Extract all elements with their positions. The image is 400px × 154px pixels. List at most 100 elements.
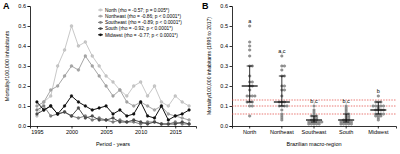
series-marker bbox=[91, 65, 94, 68]
plot-area bbox=[232, 25, 396, 126]
series-marker bbox=[56, 113, 59, 116]
series-marker bbox=[112, 113, 115, 116]
y-tick-label: 0.6 bbox=[220, 3, 228, 9]
series-marker bbox=[174, 95, 177, 98]
dot bbox=[345, 111, 348, 114]
series-marker bbox=[174, 115, 177, 118]
dot bbox=[377, 95, 380, 98]
series-marker bbox=[160, 101, 163, 104]
legend-label: Northeast (rho = -0.86; p < 0.0001*) bbox=[105, 14, 181, 19]
series-marker bbox=[70, 115, 73, 118]
dot bbox=[315, 123, 318, 126]
series-marker bbox=[174, 115, 177, 118]
series-line bbox=[37, 56, 189, 120]
series-marker bbox=[77, 69, 80, 72]
dot bbox=[281, 55, 284, 58]
series-marker bbox=[146, 95, 149, 98]
series-marker bbox=[91, 119, 94, 122]
x-tick-label: Southeast bbox=[302, 129, 327, 135]
figure: A0.00.10.20.30.40.50.6199520002005201020… bbox=[0, 0, 400, 154]
series-marker bbox=[77, 101, 80, 104]
x-tick: Midwest bbox=[368, 126, 389, 135]
legend-marker bbox=[99, 33, 102, 36]
series-marker bbox=[181, 113, 184, 116]
dot bbox=[283, 89, 286, 92]
series-marker bbox=[125, 95, 128, 98]
dot bbox=[345, 123, 348, 126]
series-marker bbox=[174, 123, 177, 126]
series-marker bbox=[63, 49, 66, 52]
legend-marker bbox=[99, 9, 102, 12]
series-marker bbox=[188, 123, 191, 126]
series-marker bbox=[119, 121, 122, 124]
legend-line bbox=[98, 10, 103, 11]
y-tick: 0.3 bbox=[220, 63, 232, 69]
series-marker bbox=[91, 115, 94, 118]
series-marker bbox=[160, 105, 163, 108]
legend-label: South (rho = -0.92; p < 0.0001*) bbox=[105, 26, 173, 31]
series-marker bbox=[167, 123, 170, 126]
series-marker bbox=[98, 119, 101, 122]
y-tick-mark bbox=[28, 86, 31, 87]
x-tick: 2010 bbox=[135, 126, 147, 135]
dot bbox=[283, 65, 286, 68]
x-tick-label: 2005 bbox=[100, 129, 112, 135]
y-tick-label: 0.5 bbox=[18, 23, 26, 29]
y-tick: 0.1 bbox=[220, 103, 232, 109]
series-marker bbox=[84, 117, 87, 120]
y-tick-label: 0.2 bbox=[18, 83, 26, 89]
y-tick-label: 0.0 bbox=[220, 123, 228, 129]
dot bbox=[251, 95, 254, 98]
series-marker bbox=[119, 109, 122, 112]
y-tick-mark bbox=[230, 26, 233, 27]
y-tick: 0.6 bbox=[18, 3, 30, 9]
series-marker bbox=[112, 121, 115, 124]
dot bbox=[342, 123, 345, 126]
series-marker bbox=[91, 109, 94, 112]
annotations: aa,cb,cb,cb bbox=[248, 18, 380, 104]
iqr-bar bbox=[375, 102, 381, 114]
y-axis-title: Mortality/100,000 inhabitants (1995 to 2… bbox=[206, 17, 212, 115]
dot bbox=[340, 123, 343, 126]
median-line bbox=[338, 119, 354, 120]
y-tick-mark bbox=[28, 6, 31, 7]
y-tick-mark bbox=[230, 86, 233, 87]
y-tick-label: 0.1 bbox=[220, 103, 228, 109]
series-line bbox=[37, 26, 189, 116]
series-marker bbox=[70, 115, 73, 118]
series-marker bbox=[160, 105, 163, 108]
series-marker bbox=[125, 121, 128, 124]
legend-marker bbox=[99, 27, 102, 30]
x-axis: NorthNortheastSoutheastSouthMidwest bbox=[233, 126, 397, 135]
series-marker bbox=[77, 107, 80, 110]
dot bbox=[248, 41, 251, 44]
iqr-bar bbox=[343, 114, 349, 122]
series-marker bbox=[132, 113, 135, 116]
y-tick: 0.4 bbox=[18, 43, 30, 49]
legend-marker bbox=[99, 15, 102, 18]
x-tick-label: 2010 bbox=[135, 129, 147, 135]
series-marker bbox=[105, 105, 108, 108]
iqr-bar bbox=[247, 66, 253, 102]
series-marker bbox=[84, 105, 87, 108]
group-letter: a bbox=[248, 18, 252, 24]
dot bbox=[281, 65, 284, 68]
y-tick-label: 0.1 bbox=[18, 103, 26, 109]
series-marker bbox=[63, 75, 66, 78]
series-marker bbox=[63, 111, 66, 114]
dot bbox=[380, 105, 383, 108]
x-tick: North bbox=[243, 126, 256, 135]
series-marker bbox=[125, 115, 128, 118]
series-marker bbox=[42, 101, 45, 104]
y-tick: 0.4 bbox=[220, 43, 232, 49]
series-marker bbox=[84, 41, 87, 44]
dot bbox=[382, 105, 385, 108]
legend-marker bbox=[99, 21, 102, 24]
legend: North (rho = -0.57; p = 0.005*)Northeast… bbox=[98, 8, 182, 38]
series-marker bbox=[63, 111, 66, 114]
y-tick-label: 0.4 bbox=[220, 43, 228, 49]
dot bbox=[248, 105, 251, 108]
legend-line bbox=[98, 28, 103, 29]
series-marker bbox=[188, 109, 191, 112]
dot bbox=[313, 105, 316, 108]
